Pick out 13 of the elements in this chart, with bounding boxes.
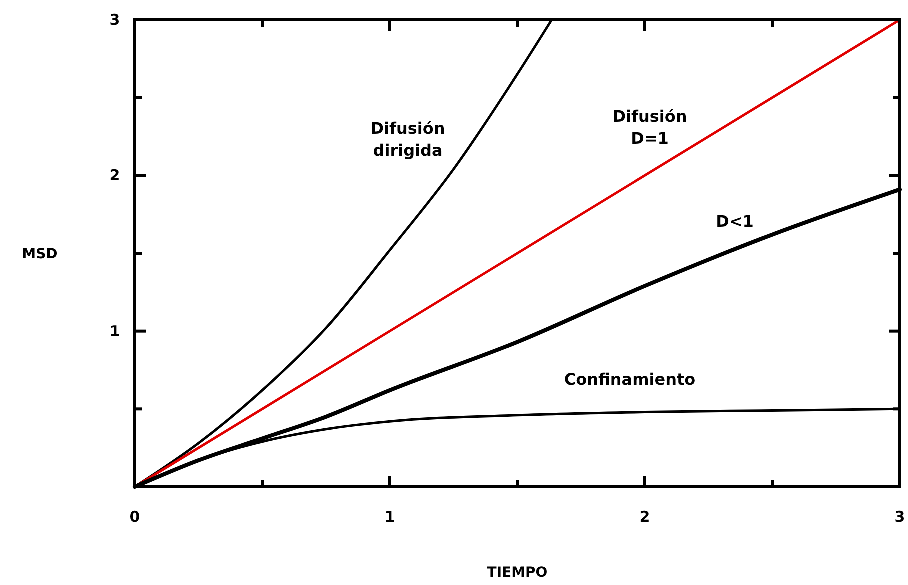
x-axis-title: TIEMPO (487, 565, 548, 581)
x-tick-label: 1 (384, 508, 396, 526)
series-label: Difusión D=1 (612, 107, 688, 148)
x-tick-label: 0 (130, 508, 140, 526)
y-axis-title: MSD (22, 246, 58, 262)
y-tick-label: 2 (110, 166, 120, 185)
series-label: Difusión dirigida (370, 119, 446, 160)
x-tick-label: 2 (640, 508, 650, 526)
y-tick-label: 1 (110, 322, 120, 340)
y-tick-label: 3 (110, 11, 120, 29)
series-label: Confinamiento (564, 370, 696, 389)
x-tick-label: 3 (894, 508, 906, 526)
series-label: D<1 (716, 212, 754, 231)
